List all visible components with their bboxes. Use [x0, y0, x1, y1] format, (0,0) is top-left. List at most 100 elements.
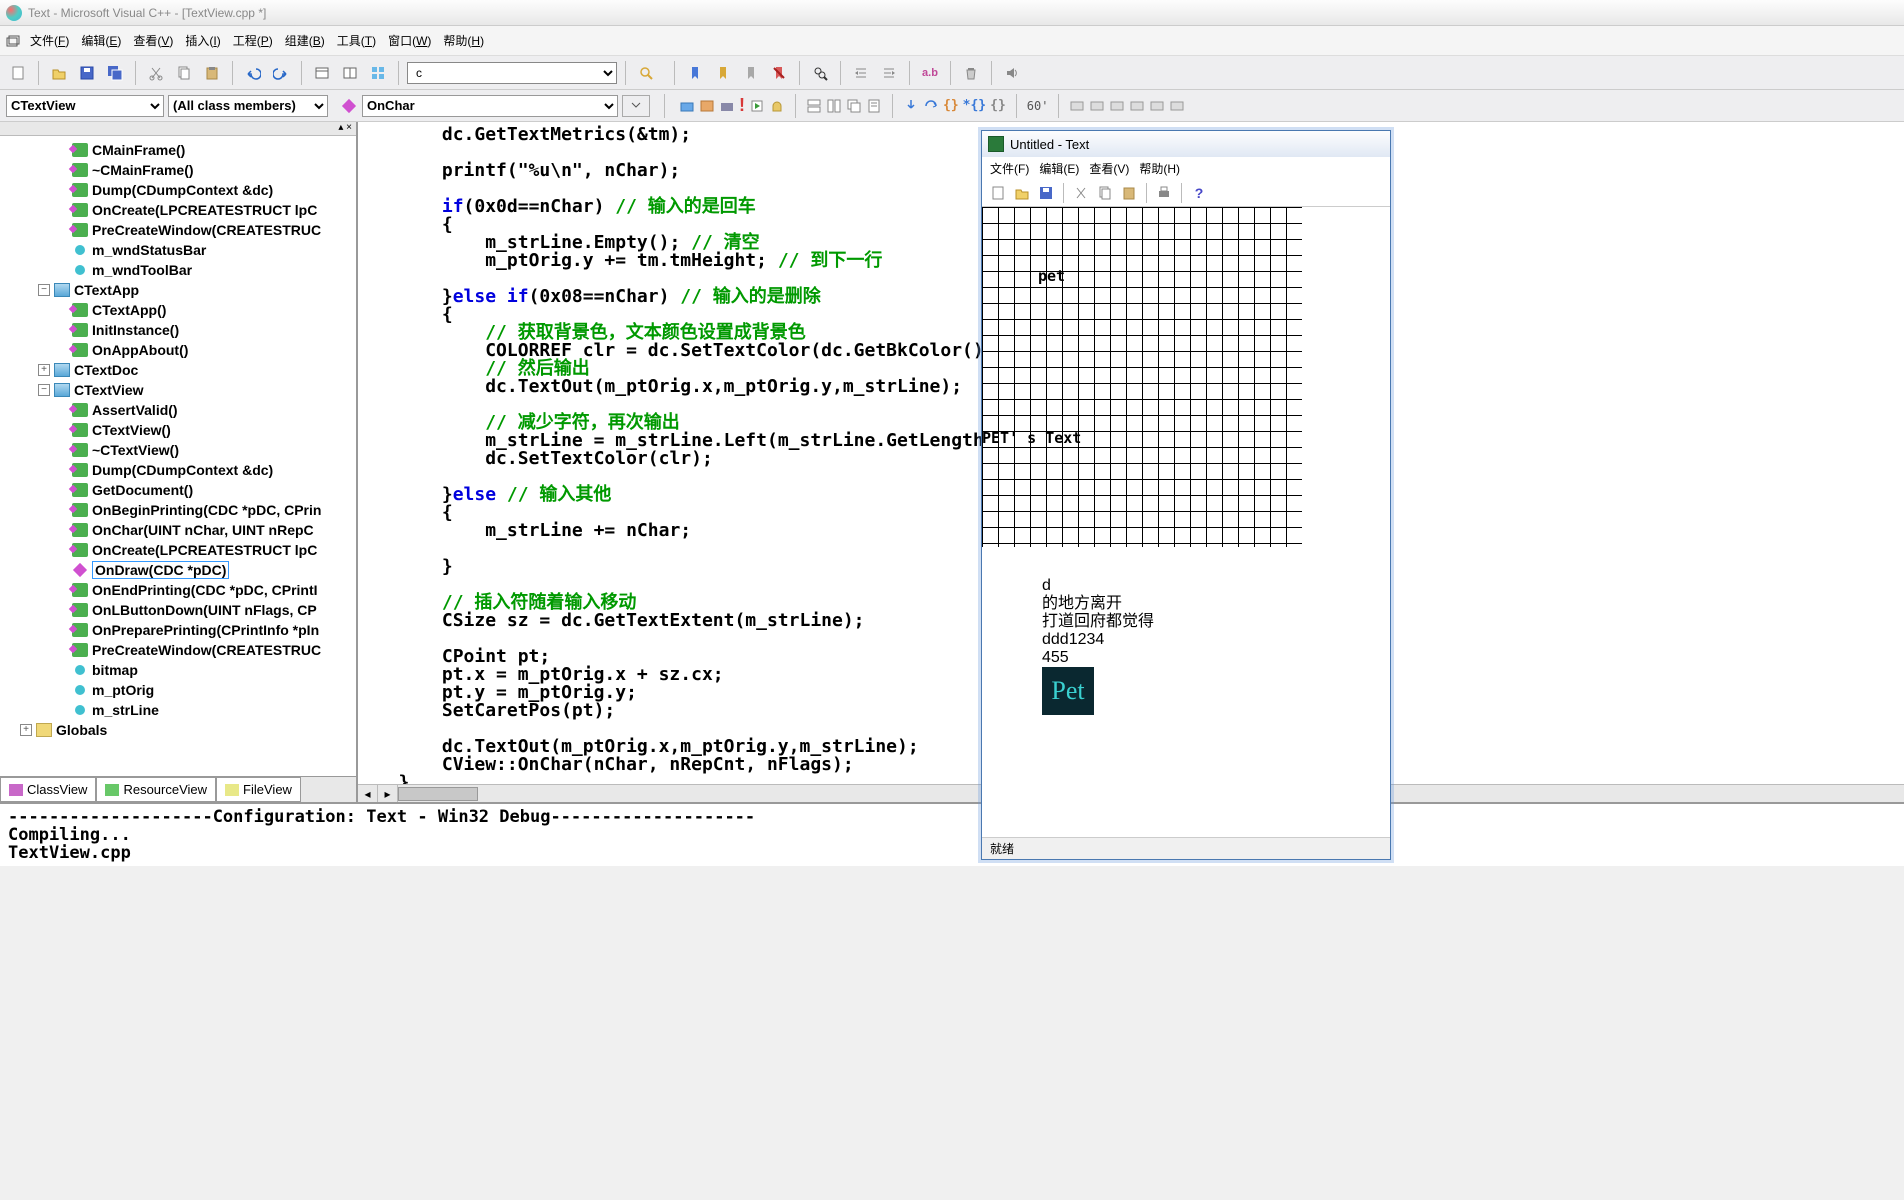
tree-node[interactable]: InitInstance() [2, 320, 354, 340]
tree-node[interactable]: OnEndPrinting(CDC *pDC, CPrintI [2, 580, 354, 600]
member-combo[interactable]: OnChar [362, 95, 618, 117]
brace-button[interactable]: {} [990, 98, 1006, 113]
tree-node[interactable]: OnBeginPrinting(CDC *pDC, CPrin [2, 500, 354, 520]
undo-button[interactable] [241, 61, 265, 85]
text-menu[interactable]: 帮助(H) [1139, 160, 1180, 177]
menu-t[interactable]: 工具(T) [331, 30, 382, 52]
tree-node[interactable]: OnDraw(CDC *pDC) [2, 560, 354, 580]
tree-node[interactable]: m_wndToolBar [2, 260, 354, 280]
tree-node[interactable]: OnChar(UINT nChar, UINT nRepC [2, 520, 354, 540]
variables-button[interactable] [1089, 98, 1105, 114]
tab-resourceview[interactable]: ResourceView [96, 777, 216, 802]
step-into-button[interactable] [903, 98, 919, 114]
go-button[interactable] [749, 98, 765, 114]
help-button[interactable]: ? [1189, 183, 1209, 203]
breakpoint-hand-button[interactable] [769, 98, 785, 114]
stop-build-button[interactable] [719, 98, 735, 114]
paste-button[interactable] [200, 61, 224, 85]
build-button[interactable] [699, 98, 715, 114]
text-menu[interactable]: 文件(F) [990, 160, 1029, 177]
text-menu[interactable]: 编辑(E) [1039, 160, 1079, 177]
tree-node[interactable]: OnAppAbout() [2, 340, 354, 360]
delete-button[interactable] [959, 61, 983, 85]
execute-button[interactable]: ! [739, 95, 745, 116]
tree-node[interactable]: PreCreateWindow(CREATESTRUC [2, 220, 354, 240]
find-combo[interactable]: c [407, 62, 617, 84]
tree-node[interactable]: CMainFrame() [2, 140, 354, 160]
menu-e[interactable]: 编辑(E) [75, 30, 127, 52]
run-to-cursor-button[interactable]: *{} [963, 98, 986, 113]
tree-node[interactable]: −CTextView [2, 380, 354, 400]
tree-node[interactable]: OnLButtonDown(UINT nFlags, CP [2, 600, 354, 620]
tree-node[interactable]: m_strLine [2, 700, 354, 720]
tile-h-button[interactable] [806, 98, 822, 114]
menu-p[interactable]: 工程(P) [227, 30, 279, 52]
tree-node[interactable]: bitmap [2, 660, 354, 680]
bookmark-next-button[interactable] [711, 61, 735, 85]
output-panel[interactable]: --------------------Configuration: Text … [0, 802, 1904, 866]
menu-h[interactable]: 帮助(H) [437, 30, 490, 52]
scroll-left-icon[interactable]: ◂ [358, 785, 378, 802]
text-app-window[interactable]: Untitled - Text 文件(F) 编辑(E) 查看(V) 帮助(H) ? p… [981, 130, 1391, 860]
class-combo[interactable]: CTextView [6, 95, 164, 117]
panel-close-icon[interactable]: ▴ × [338, 122, 352, 135]
registers-button[interactable] [1109, 98, 1125, 114]
find-in-files-button[interactable] [808, 61, 832, 85]
bookmark-toggle-button[interactable] [683, 61, 707, 85]
unindent-button[interactable] [877, 61, 901, 85]
compile-button[interactable] [679, 98, 695, 114]
tree-node[interactable]: m_wndStatusBar [2, 240, 354, 260]
new-file-button[interactable] [6, 61, 30, 85]
copy-button[interactable] [172, 61, 196, 85]
cut-button[interactable] [144, 61, 168, 85]
class-tree[interactable]: CMainFrame()~CMainFrame()Dump(CDumpConte… [0, 136, 356, 776]
sound-button[interactable] [1000, 61, 1024, 85]
tree-node[interactable]: OnCreate(LPCREATESTRUCT lpC [2, 200, 354, 220]
tile-v-button[interactable] [826, 98, 842, 114]
tree-node[interactable]: CTextApp() [2, 300, 354, 320]
menu-w[interactable]: 窗口(W) [382, 30, 437, 52]
workspace-button[interactable] [310, 61, 334, 85]
cascade-button[interactable] [846, 98, 862, 114]
tree-node[interactable]: OnPreparePrinting(CPrintInfo *pIn [2, 620, 354, 640]
text-app-titlebar[interactable]: Untitled - Text [982, 131, 1390, 157]
bookmark-prev-button[interactable] [739, 61, 763, 85]
redo-button[interactable] [269, 61, 293, 85]
text-app-canvas[interactable]: pet PET' s Text d的地方离开打道回府都觉得ddd1234455 … [982, 207, 1390, 847]
bookmark-clear-button[interactable] [767, 61, 791, 85]
tab-fileview[interactable]: FileView [216, 777, 301, 802]
tree-node[interactable]: AssertValid() [2, 400, 354, 420]
tree-node[interactable]: +Globals [2, 720, 354, 740]
indent-button[interactable] [849, 61, 873, 85]
scroll-right-icon[interactable]: ▸ [378, 785, 398, 802]
save-all-button[interactable] [103, 61, 127, 85]
restore-icon[interactable] [4, 32, 22, 50]
tree-node[interactable]: GetDocument() [2, 480, 354, 500]
filter-combo[interactable]: (All class members) [168, 95, 328, 117]
disasm-button[interactable] [1169, 98, 1185, 114]
tree-node[interactable]: ~CTextView() [2, 440, 354, 460]
menu-v[interactable]: 查看(V) [127, 30, 179, 52]
print-button[interactable] [1154, 183, 1174, 203]
save-button[interactable] [1036, 183, 1056, 203]
save-button[interactable] [75, 61, 99, 85]
text-menu[interactable]: 查看(V) [1089, 160, 1129, 177]
window-list-button[interactable] [366, 61, 390, 85]
tree-node[interactable]: +CTextDoc [2, 360, 354, 380]
step-over-button[interactable] [923, 98, 939, 114]
menu-b[interactable]: 组建(B) [279, 30, 331, 52]
quickwatch-button[interactable]: 60' [1027, 99, 1049, 113]
open-button[interactable] [47, 61, 71, 85]
output-button[interactable] [338, 61, 362, 85]
tree-node[interactable]: m_ptOrig [2, 680, 354, 700]
tab-classview[interactable]: ClassView [0, 777, 96, 802]
menu-i[interactable]: 插入(I) [179, 30, 226, 52]
new-button[interactable] [988, 183, 1008, 203]
tree-node[interactable]: ~CMainFrame() [2, 160, 354, 180]
memory-button[interactable] [1129, 98, 1145, 114]
doc-list-button[interactable] [866, 98, 882, 114]
tree-node[interactable]: CTextView() [2, 420, 354, 440]
whole-word-button[interactable]: a.b [918, 61, 942, 85]
cut-button[interactable] [1071, 183, 1091, 203]
copy-button[interactable] [1095, 183, 1115, 203]
